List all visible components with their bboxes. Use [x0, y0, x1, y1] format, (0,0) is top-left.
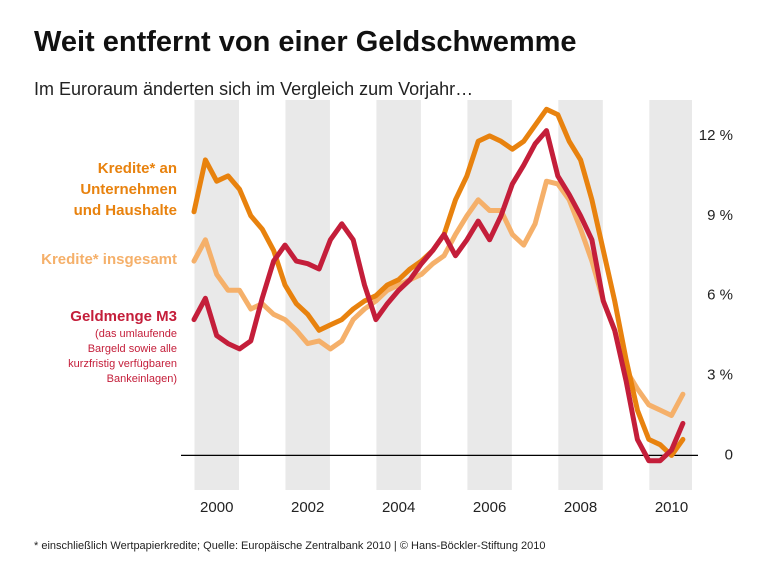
chart-subtitle: Im Euroraum änderten sich im Vergleich z…: [34, 79, 474, 99]
source-note: * einschließlich Wertpapierkredite; Quel…: [34, 540, 546, 552]
y-tick-label: 9 %: [707, 207, 733, 224]
legend-note: (das umlaufende Bargeld sowie alle kurzf…: [68, 328, 177, 385]
data-line: [191, 178, 686, 418]
x-tick-label: 2000: [200, 499, 233, 516]
legend-entry: Kredite* insgesamt: [41, 251, 177, 268]
x-tick-label: 2004: [382, 499, 415, 516]
y-tick-label: 6 %: [707, 287, 733, 304]
year-band: [466, 100, 513, 490]
x-tick-label: 2008: [564, 499, 597, 516]
x-tick-label: 2006: [473, 499, 506, 516]
legend-entry: Kredite* an Unternehmen und Haushalte: [73, 160, 177, 219]
x-tick-label: 2010: [655, 499, 688, 516]
legend-entry: Geldmenge M3: [70, 308, 177, 325]
year-band: [648, 100, 692, 490]
data-line: [191, 128, 686, 464]
x-tick-label: 2002: [291, 499, 324, 516]
y-tick-label: 3 %: [707, 366, 733, 383]
y-tick-label: 12 %: [699, 127, 733, 144]
y-tick-label: 0: [725, 446, 733, 463]
chart-title: Weit entfernt von einer Geldschwemme: [34, 26, 577, 58]
year-band: [194, 100, 240, 490]
